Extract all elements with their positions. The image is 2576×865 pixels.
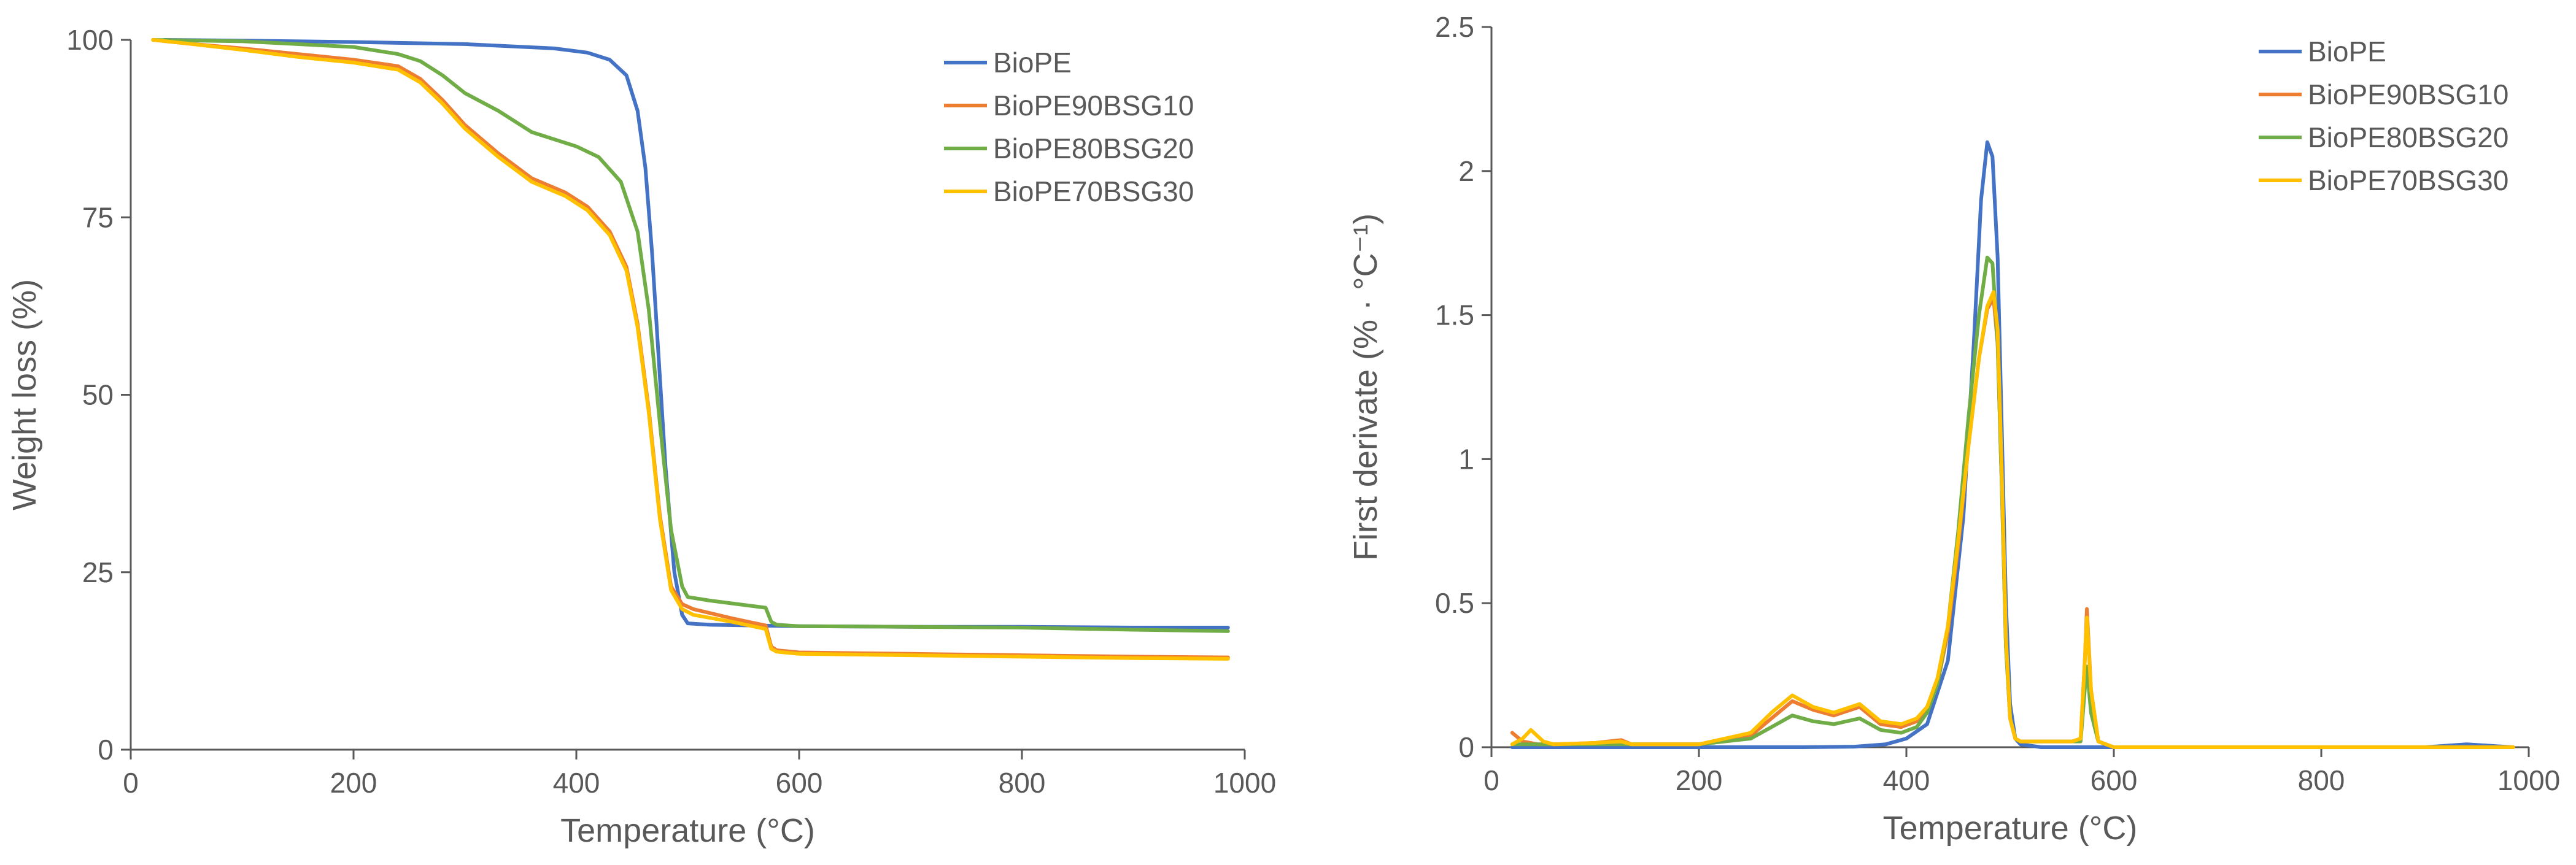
y-tick-label: 2 <box>1458 155 1474 187</box>
x-tick-label: 400 <box>553 767 600 799</box>
series-line-biope <box>162 38 1230 629</box>
y-tick-label: 2.5 <box>1435 11 1474 43</box>
x-tick-label: 400 <box>1883 764 1930 796</box>
first-derivative-chart: 0 0.5 1 1.5 2 2.5 0 200 400 600 800 1000 Temperature… <box>1347 11 2560 847</box>
x-tick-label: 1000 <box>1213 767 1276 799</box>
x-tick-label: 0 <box>1483 764 1499 796</box>
legend-label-biope90bsg10: BioPE90BSG10 <box>2308 79 2508 110</box>
x-tick-label: 600 <box>776 767 823 799</box>
series-line-biope90bsg10 <box>1510 296 2515 749</box>
x-tick-label: 0 <box>123 767 139 799</box>
y-tick-label: 0.5 <box>1435 587 1474 619</box>
legend-label-biope80bsg20: BioPE80BSG20 <box>2308 121 2508 153</box>
y-tick-label: 25 <box>82 556 114 588</box>
legend-label-biope: BioPE <box>993 47 1072 79</box>
legend-label-biope80bsg20: BioPE80BSG20 <box>993 133 1194 164</box>
series-line-biope <box>1510 140 2515 749</box>
y-tick-label: 0 <box>98 734 114 766</box>
legend-label-biope70bsg30: BioPE70BSG30 <box>2308 164 2508 196</box>
x-tick-label: 800 <box>999 767 1046 799</box>
x-tick-label: 200 <box>1676 764 1723 796</box>
y-tick-label: 100 <box>66 24 114 56</box>
y-tick-label: 0 <box>1458 731 1474 763</box>
series-line-biope70bsg30 <box>1510 290 2515 749</box>
y-axis-title: First derivate (% · °C⁻¹) <box>1347 213 1384 561</box>
y-tick-label: 1 <box>1458 443 1474 475</box>
legend-label-biope70bsg30: BioPE70BSG30 <box>993 175 1194 207</box>
x-tick-label: 200 <box>330 767 377 799</box>
x-tick-label: 800 <box>2298 764 2345 796</box>
legend-label-biope90bsg10: BioPE90BSG10 <box>993 90 1194 121</box>
x-axis-title: Temperature (°C) <box>1883 810 2138 847</box>
series-line-biope80bsg20 <box>1510 255 2515 749</box>
x-tick-label: 1000 <box>2497 764 2560 796</box>
y-tick-label: 75 <box>82 201 114 233</box>
y-tick-label: 1.5 <box>1435 299 1474 331</box>
x-tick-label: 600 <box>2091 764 2138 796</box>
legend-label-biope: BioPE <box>2308 36 2386 67</box>
series-line-biope70bsg30 <box>151 38 1230 661</box>
series-line-biope80bsg20 <box>151 38 1230 633</box>
x-axis-title: Temperature (°C) <box>560 812 815 849</box>
y-axis-title: Weight loss (%) <box>6 279 43 510</box>
y-tick-label: 50 <box>82 379 114 411</box>
